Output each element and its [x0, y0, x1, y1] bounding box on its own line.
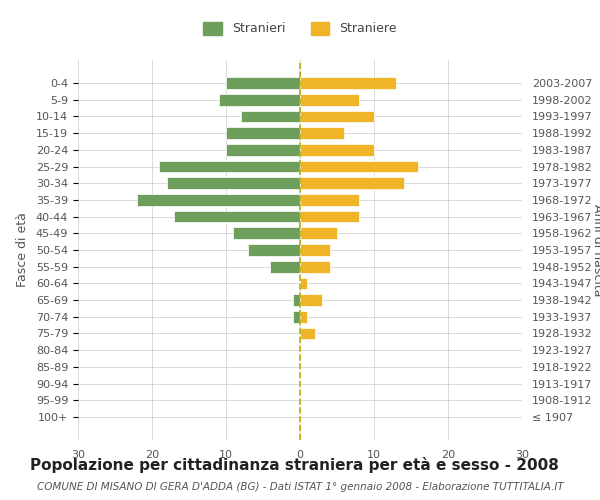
Bar — [300, 144, 374, 156]
Bar — [300, 244, 329, 256]
Bar — [160, 160, 300, 172]
Bar — [300, 94, 359, 106]
Legend: Stranieri, Straniere: Stranieri, Straniere — [198, 17, 402, 40]
Bar — [248, 244, 300, 256]
Bar — [300, 211, 359, 222]
Bar — [137, 194, 300, 206]
Bar — [300, 178, 404, 189]
Y-axis label: Fasce di età: Fasce di età — [16, 212, 29, 288]
Text: Popolazione per cittadinanza straniera per età e sesso - 2008: Popolazione per cittadinanza straniera p… — [30, 457, 559, 473]
Bar — [226, 128, 300, 139]
Bar — [241, 110, 300, 122]
Text: COMUNE DI MISANO DI GERA D'ADDA (BG) - Dati ISTAT 1° gennaio 2008 - Elaborazione: COMUNE DI MISANO DI GERA D'ADDA (BG) - D… — [37, 482, 563, 492]
Bar — [226, 144, 300, 156]
Bar — [293, 311, 300, 322]
Bar — [300, 194, 359, 206]
Bar — [167, 178, 300, 189]
Bar — [271, 261, 300, 272]
Bar — [300, 160, 418, 172]
Bar — [293, 294, 300, 306]
Bar — [218, 94, 300, 106]
Bar — [233, 228, 300, 239]
Bar — [174, 211, 300, 222]
Bar — [300, 128, 344, 139]
Bar — [300, 110, 374, 122]
Bar — [300, 78, 396, 89]
Bar — [300, 228, 337, 239]
Bar — [300, 278, 307, 289]
Bar — [226, 78, 300, 89]
Bar — [300, 311, 307, 322]
Y-axis label: Anni di nascita: Anni di nascita — [590, 204, 600, 296]
Bar — [300, 261, 329, 272]
Bar — [300, 294, 322, 306]
Bar — [300, 328, 315, 340]
